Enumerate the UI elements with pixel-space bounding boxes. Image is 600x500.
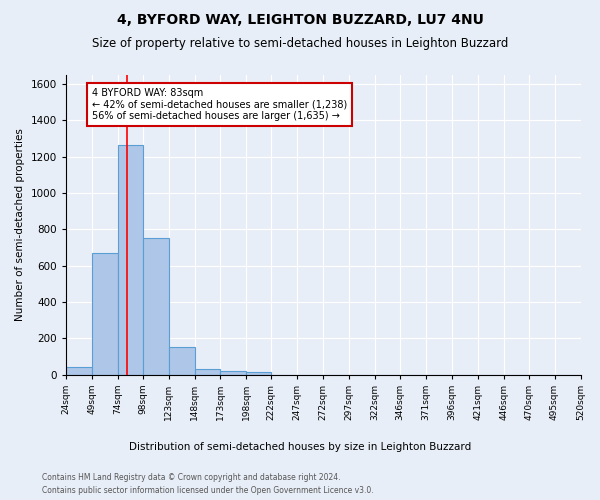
Bar <box>194 369 220 374</box>
Bar <box>247 372 271 374</box>
Text: 4 BYFORD WAY: 83sqm
← 42% of semi-detached houses are smaller (1,238)
56% of sem: 4 BYFORD WAY: 83sqm ← 42% of semi-detach… <box>92 88 347 121</box>
Bar <box>66 368 92 374</box>
Text: Contains HM Land Registry data © Crown copyright and database right 2024.: Contains HM Land Registry data © Crown c… <box>42 472 341 482</box>
Text: Contains public sector information licensed under the Open Government Licence v3: Contains public sector information licen… <box>42 486 374 495</box>
Text: Distribution of semi-detached houses by size in Leighton Buzzard: Distribution of semi-detached houses by … <box>129 442 471 452</box>
Bar <box>143 238 169 374</box>
Text: 4, BYFORD WAY, LEIGHTON BUZZARD, LU7 4NU: 4, BYFORD WAY, LEIGHTON BUZZARD, LU7 4NU <box>116 12 484 26</box>
Y-axis label: Number of semi-detached properties: Number of semi-detached properties <box>15 128 25 321</box>
Bar <box>169 348 194 374</box>
Bar <box>220 371 247 374</box>
Text: Size of property relative to semi-detached houses in Leighton Buzzard: Size of property relative to semi-detach… <box>92 38 508 51</box>
Bar <box>118 145 143 374</box>
Bar <box>92 253 118 374</box>
